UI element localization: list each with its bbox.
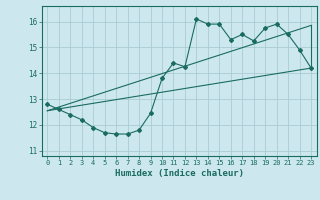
X-axis label: Humidex (Indice chaleur): Humidex (Indice chaleur) [115,169,244,178]
